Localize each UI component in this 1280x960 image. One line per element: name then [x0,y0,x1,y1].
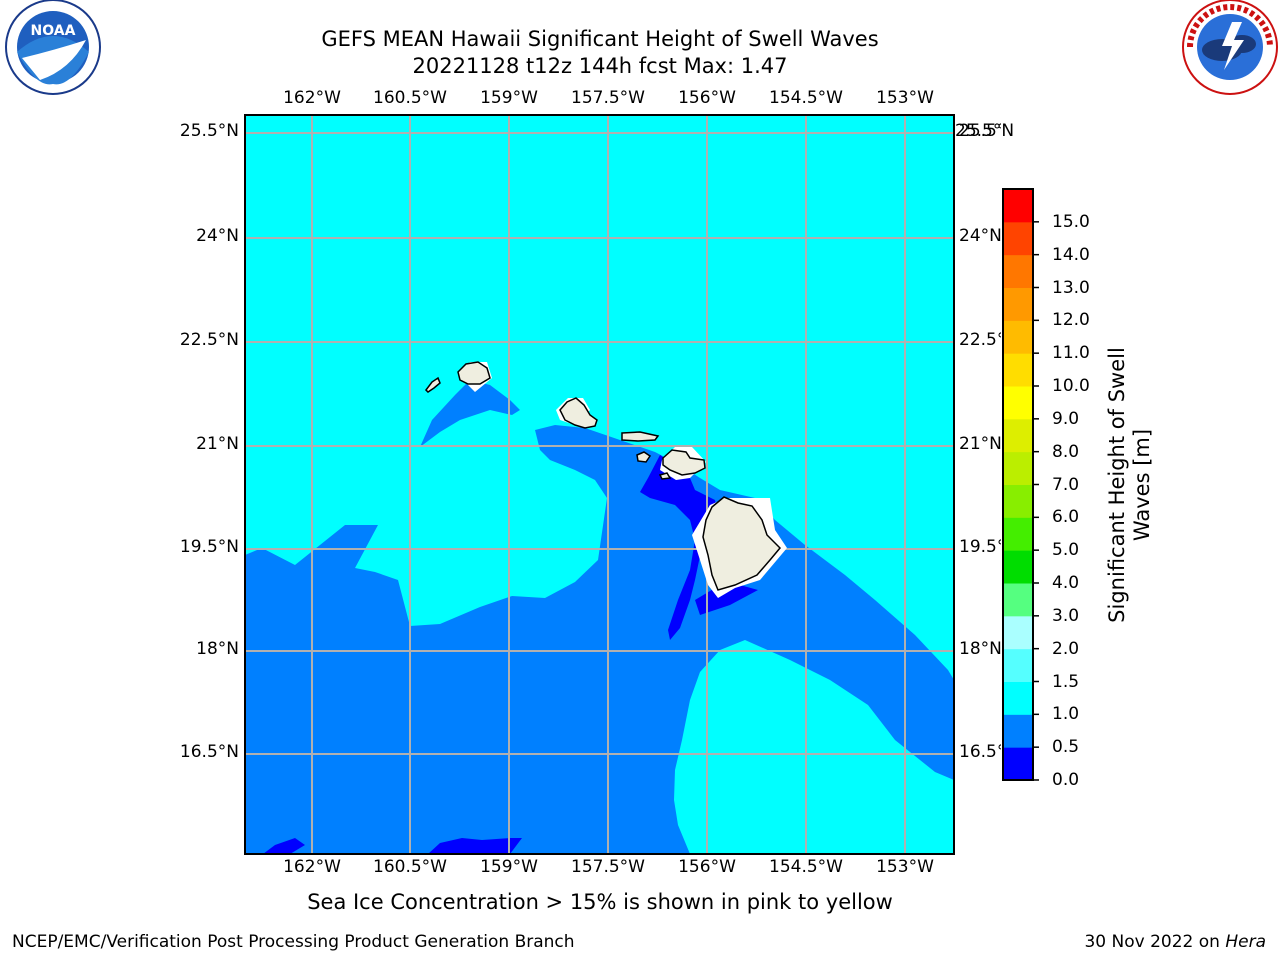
colorbar-segment [1003,221,1033,256]
colorbar-tick-label: 9.0 [1052,408,1080,429]
lat-label-right: 18°N [959,639,1001,659]
island-maui [662,449,706,476]
lat-label-right: 16.5°N [959,742,1001,762]
colorbar-tick-label: 12.0 [1052,310,1090,331]
producer-credit: NCEP/EMC/Verification Post Processing Pr… [12,932,575,952]
lon-label-top: 157.5°W [571,88,645,108]
colorbar-tick-label: 11.0 [1052,343,1090,364]
graticule [245,115,954,854]
lon-label-bottom: 154.5°W [769,857,843,877]
colorbar-tick-label: 1.0 [1052,704,1080,725]
lon-label-bottom: 153°W [876,857,934,877]
colorbar-tick-label: 14.0 [1052,244,1090,265]
noaa-logo: NOAA [5,0,101,95]
hawaiian-islands [425,361,782,591]
colorbar-segment [1003,550,1033,584]
colorbar-tick-label: 6.0 [1052,507,1080,528]
island-lanai [636,451,652,463]
lat-label-right: 24°N [959,226,1001,246]
lat-label-right: 19.5°N [959,537,1001,557]
noaa-logo-text: NOAA [31,23,76,39]
lon-label-top: 156°W [678,88,736,108]
colorbar-tick-label: 0.5 [1052,737,1080,758]
colorbar-tick-label: 3.0 [1052,605,1080,626]
colorbar [1003,189,1039,781]
colorbar-title: Significant Height of Swell Waves [m] [1104,347,1154,623]
colorbar-tick-label: 7.0 [1052,474,1080,495]
lon-label-bottom: 156°W [678,857,736,877]
colorbar-segment [1003,451,1033,485]
lat-label-left: 25.5°N [179,121,239,141]
island-niihau [425,376,441,393]
lon-label-bottom: 162°W [283,857,341,877]
colorbar-tick-label: 13.0 [1052,277,1090,298]
colorbar-segment [1003,747,1033,781]
colorbar-segment [1003,714,1033,748]
colorbar-segment [1003,418,1033,453]
colorbar-segment [1003,386,1033,420]
colorbar-segment [1003,287,1033,321]
lon-label-top: 153°W [876,88,934,108]
colorbar-frame [1002,188,1034,781]
colorbar-tick-label: 8.0 [1052,441,1080,462]
swell-contour-mid [245,425,954,854]
lat-label-left: 21°N [196,434,239,454]
island-kahoolawe [658,472,672,480]
map-area [245,115,954,854]
lat-labels-right: 25.5°N 24°N 22.5°N 21°N 19.5°N 18°N 16.5… [955,100,1001,800]
colorbar-tick-label: 1.5 [1052,671,1080,692]
lon-label-top: 162°W [283,88,341,108]
colorbar-segment [1003,189,1033,223]
nws-logo [1182,0,1278,95]
colorbar-segment [1003,583,1033,617]
colorbar-tick-label: 2.0 [1052,638,1080,659]
colorbar-segment [1003,254,1033,288]
colorbar-tick-label: 0.0 [1052,770,1080,790]
island-kauai [457,361,491,385]
lat-label-left: 18°N [196,639,239,659]
run-date: 30 Nov 2022 on Hera [1084,932,1266,952]
lon-label-bottom: 157.5°W [571,857,645,877]
machine-name: Hera [1225,932,1266,952]
island-hawaii [702,496,782,591]
map-title: GEFS MEAN Hawaii Significant Height of S… [321,27,879,51]
lat-label-left: 19.5°N [179,537,239,557]
colorbar-tick-label: 4.0 [1052,573,1080,593]
colorbar-segment [1003,320,1033,354]
lon-label-bottom: 159°W [480,857,538,877]
colorbar-segment [1003,353,1033,387]
lon-label-top: 159°W [480,88,538,108]
map-frame [244,114,955,855]
lat-label-right: 21°N [959,434,1001,454]
run-date-text: 30 Nov 2022 on [1084,932,1226,952]
lon-label-bottom: 160.5°W [373,857,447,877]
map-subtitle: 20221128 t12z 144h fcst Max: 1.47 [412,54,788,78]
lat-label-left: 22.5°N [179,330,239,350]
colorbar-segment [1003,615,1033,650]
colorbar-segment [1003,681,1033,715]
lon-label-top: 160.5°W [373,88,447,108]
island-molokai [621,431,660,442]
colorbar-segment [1003,517,1033,551]
colorbar-tick-label: 15.0 [1052,211,1090,232]
lat-label-left: 24°N [196,226,239,246]
island-oahu [559,397,598,429]
colorbar-tick-label: 5.0 [1052,540,1080,561]
colorbar-tick-label: 10.0 [1052,376,1090,396]
lon-label-top: 154.5°W [769,88,843,108]
lat-label-right: 22.5°N [959,330,1001,350]
colorbar-segment [1003,484,1033,518]
lat-label-right-top: 25.5°N [955,121,1015,141]
swell-contour-low [640,455,720,640]
colorbar-segment [1003,648,1033,682]
lat-label-right: 25.5°N [959,121,1001,141]
lat-label-left: 16.5°N [179,742,239,762]
sea-ice-note: Sea Ice Concentration > 15% is shown in … [307,890,893,914]
